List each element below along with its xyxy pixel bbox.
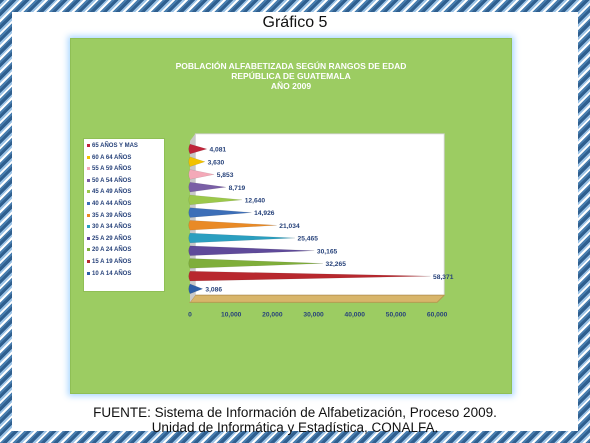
- data-label: 25,465: [298, 236, 319, 243]
- legend-item: 35 A 39 AÑOS: [87, 213, 131, 219]
- legend-item: 25 A 29 AÑOS: [87, 236, 131, 242]
- plot-back-wall: [194, 133, 445, 296]
- data-label: 3,630: [208, 159, 225, 166]
- legend-swatch: [87, 225, 90, 229]
- x-tick-label: 0: [188, 312, 192, 319]
- chart-title-line-1: POBLACIÓN ALFABETIZADA SEGÚN RANGOS DE E…: [175, 61, 407, 71]
- legend-swatch: [87, 178, 90, 182]
- legend-label: 60 A 64 AÑOS: [92, 154, 132, 161]
- legend-swatch: [87, 213, 90, 217]
- bar-35-a-39-a-os: [188, 220, 277, 231]
- legend-label: 15 A 19 AÑOS: [92, 259, 132, 265]
- data-label: 58,371: [433, 274, 454, 281]
- legend-label: 45 A 49 AÑOS: [92, 189, 132, 196]
- legend-item: 50 A 54 AÑOS: [87, 178, 131, 184]
- legend-swatch: [87, 143, 90, 147]
- slide-title: Gráfico 5: [262, 14, 328, 31]
- data-label: 3,086: [205, 287, 222, 294]
- legend-swatch: [87, 271, 90, 275]
- legend-item: 10 A 14 AÑOS: [87, 271, 131, 277]
- data-label: 5,853: [217, 172, 234, 179]
- legend-swatch: [87, 201, 90, 205]
- chart-title-line-3: AÑO 2009: [270, 81, 312, 91]
- x-tick-label: 40,000: [345, 312, 366, 319]
- footer-source-line-1: FUENTE: Sistema de Información de Alfabe…: [93, 405, 497, 420]
- legend-swatch: [87, 248, 90, 252]
- legend-label: 40 A 44 AÑOS: [92, 201, 132, 207]
- bar-60-a-64-a-os: [188, 156, 206, 167]
- legend-item: 30 A 34 AÑOS: [87, 224, 131, 230]
- legend-label: 20 A 24 AÑOS: [92, 247, 132, 254]
- x-tick-label: 50,000: [386, 312, 407, 319]
- legend-label: 35 A 39 AÑOS: [92, 212, 132, 219]
- legend-item: 65 AÑOS Y MAS: [87, 143, 138, 149]
- bar-55-a-59-a-os: [188, 169, 215, 180]
- legend-item: 40 A 44 AÑOS: [87, 201, 131, 207]
- legend-swatch: [87, 190, 90, 194]
- legend-label: 25 A 29 AÑOS: [92, 235, 132, 242]
- bar-25-a-29-a-os: [188, 245, 315, 256]
- legend-label: 10 A 14 AÑOS: [92, 270, 132, 277]
- bar-30-a-34-a-os: [188, 232, 295, 244]
- legend-label: 65 AÑOS Y MAS: [92, 143, 138, 149]
- data-label: 8,719: [229, 185, 246, 192]
- x-tick-label: 60,000: [427, 312, 448, 319]
- legend-item: 45 A 49 AÑOS: [87, 189, 131, 195]
- x-tick-label: 30,000: [303, 312, 324, 319]
- x-tick-label: 20,000: [262, 312, 283, 319]
- x-tick-label: 10,000: [221, 312, 242, 319]
- legend-label: 30 A 34 AÑOS: [92, 224, 132, 231]
- legend-item: 60 A 64 AÑOS: [87, 155, 131, 161]
- legend-item: 15 A 19 AÑOS: [87, 259, 131, 265]
- chart-title-line-2: REPÚBLICA DE GUATEMALA: [231, 71, 351, 81]
- data-label: 14,926: [254, 210, 275, 217]
- data-label: 32,265: [326, 261, 347, 268]
- data-label: 30,165: [317, 248, 338, 255]
- bar-20-a-24-a-os: [188, 258, 323, 269]
- plot-floor: [189, 294, 446, 303]
- data-label: 21,034: [279, 223, 300, 230]
- bar-10-a-14-a-os: [188, 283, 204, 295]
- chart-legend: 65 AÑOS Y MAS 60 A 64 AÑOS 55 A 59 AÑOS 50 …: [83, 138, 165, 292]
- footer-source-line-2: Unidad de Informática y Estadística, CON…: [151, 420, 439, 435]
- bar-40-a-44-a-os: [188, 207, 252, 218]
- legend-swatch: [87, 259, 90, 263]
- legend-item: 55 A 59 AÑOS: [87, 166, 131, 172]
- data-label: 4,081: [209, 147, 226, 154]
- legend-item: 20 A 24 AÑOS: [87, 247, 131, 253]
- data-label: 12,640: [245, 198, 266, 205]
- bar-15-a-19-a-os: [188, 271, 431, 282]
- legend-label: 55 A 59 AÑOS: [92, 166, 132, 173]
- bar-45-a-49-a-os: [188, 194, 243, 205]
- legend-label: 50 A 54 AÑOS: [92, 177, 132, 184]
- bar-50-a-54-a-os: [188, 182, 226, 193]
- legend-swatch: [87, 167, 90, 171]
- legend-swatch: [87, 236, 90, 240]
- bar-65-a-os-y-mas: [188, 143, 208, 155]
- legend-swatch: [87, 155, 90, 159]
- chart-plot: 4,081 3,630 5,853 8,719 12,640 14,926 21,034 25…: [188, 133, 454, 319]
